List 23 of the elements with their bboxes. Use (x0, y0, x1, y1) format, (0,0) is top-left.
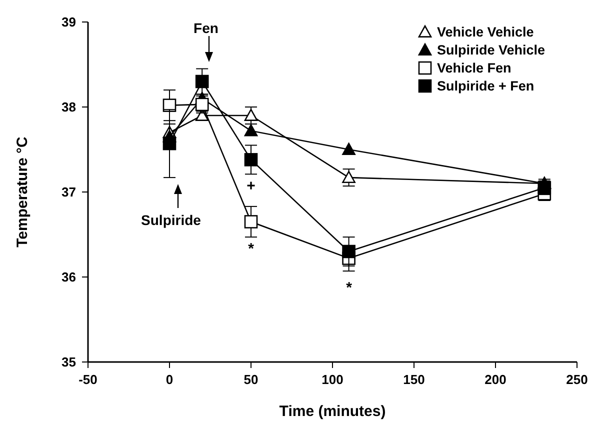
x-axis-title: Time (minutes) (279, 403, 386, 420)
y-tick-label: 37 (62, 184, 76, 200)
x-tick-label: -50 (78, 372, 98, 387)
y-tick-label: 39 (62, 14, 76, 30)
annotation: + (246, 177, 256, 194)
legend-label: Vehicle Fen (437, 60, 512, 76)
y-axis-title: Temperature °C (14, 136, 31, 248)
legend-label: Vehicle Vehicle (437, 24, 534, 40)
legend-label: Sulpiride Vehicle (437, 42, 546, 58)
x-tick-label: 100 (322, 372, 344, 387)
y-tick-label: 35 (62, 354, 76, 370)
y-tick-label: 36 (62, 270, 76, 285)
annotation: * (346, 279, 352, 296)
x-tick-label: 150 (403, 372, 425, 387)
annotation: Sulpiride (141, 212, 202, 228)
x-tick-label: 50 (244, 372, 258, 387)
y-tick-label: 38 (62, 100, 76, 115)
legend-label: Sulpiride + Fen (437, 78, 534, 94)
annotation: Fen (194, 20, 218, 36)
x-tick-label: 250 (566, 372, 588, 387)
annotation: * (248, 240, 254, 258)
x-tick-label: 0 (166, 372, 174, 387)
x-tick-label: 200 (484, 372, 506, 387)
